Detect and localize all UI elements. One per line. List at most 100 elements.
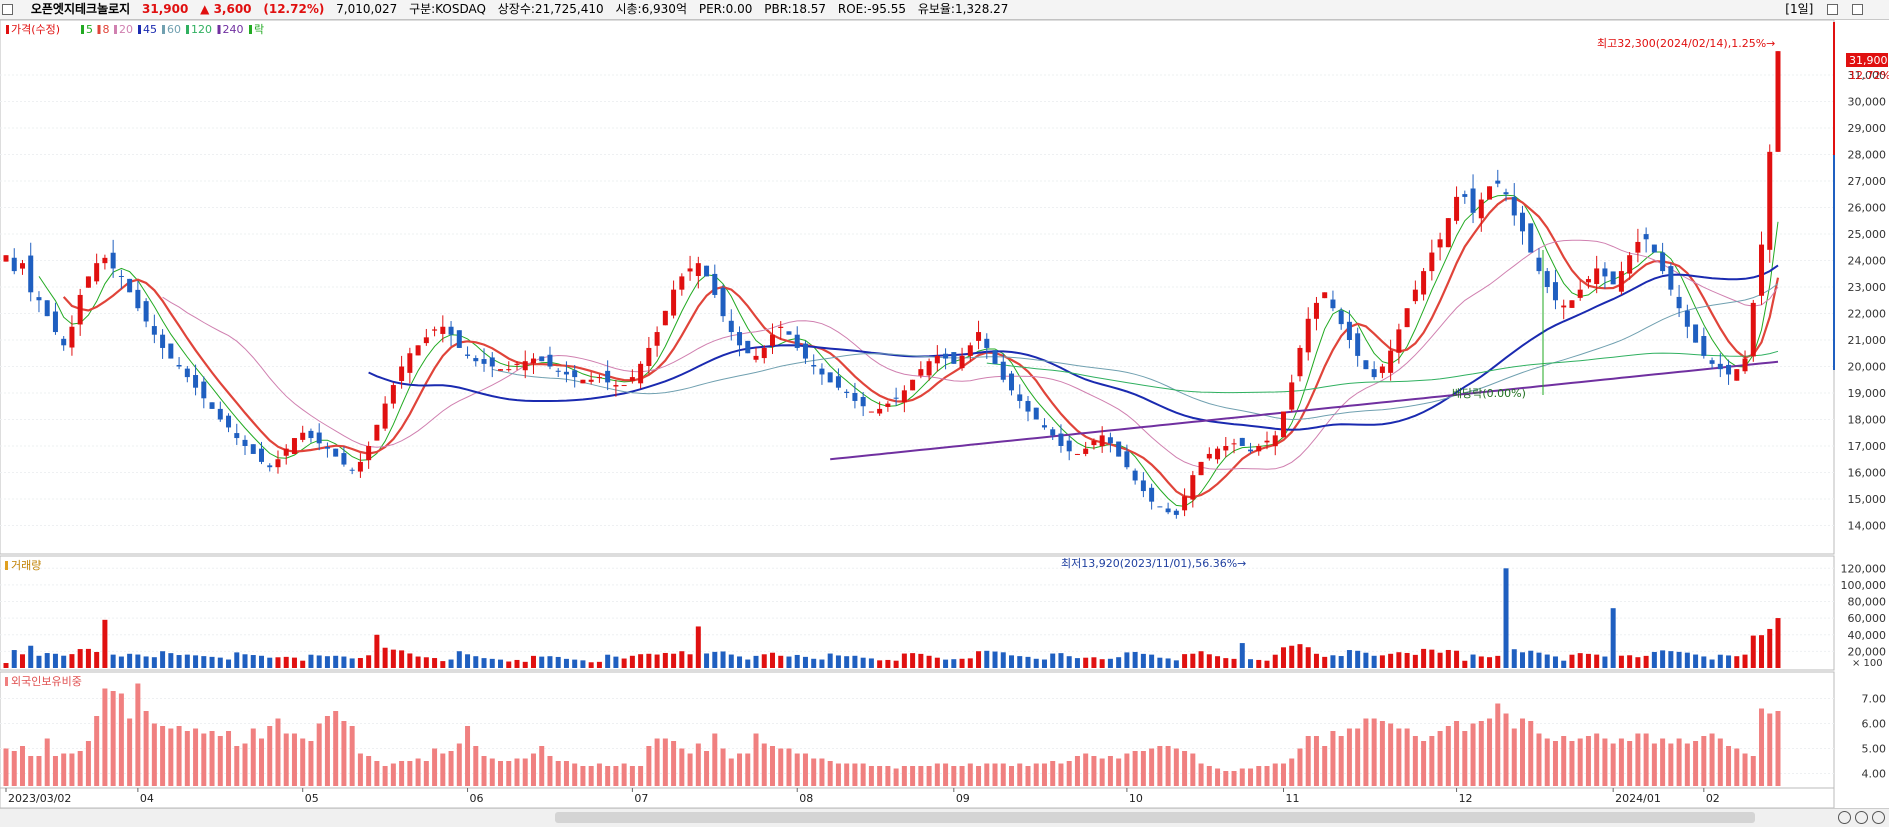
foreign-bar <box>11 751 17 786</box>
foreign-bar <box>1173 748 1179 786</box>
volume-bar <box>69 654 75 668</box>
volume-bar <box>704 653 710 668</box>
candle-body <box>1487 186 1493 200</box>
candle-body <box>333 448 339 457</box>
foreign-bar <box>1182 751 1188 786</box>
foreign-bar <box>638 766 644 786</box>
zoom-reset-icon[interactable] <box>1872 811 1885 824</box>
foreign-bar <box>588 766 594 786</box>
candle-body <box>588 379 594 382</box>
volume-bar <box>1025 656 1031 668</box>
candle-body <box>489 357 495 367</box>
foreign-bar <box>102 688 108 786</box>
foreign-bar <box>1585 736 1591 786</box>
foreign-bar <box>1264 766 1270 786</box>
market-cap: 시총:6,930억 <box>615 2 687 16</box>
candle-body <box>1478 199 1484 219</box>
candle-body <box>1182 496 1188 511</box>
dividend-annotation: 배당락(0.00%) <box>1452 387 1526 400</box>
foreign-bar <box>44 738 50 786</box>
foreign-bar <box>1643 733 1649 786</box>
price-tick-label: 20,000 <box>1848 361 1887 374</box>
volume-bar <box>1182 654 1188 668</box>
candle-body <box>1289 382 1295 410</box>
foreign-bar <box>1363 718 1369 786</box>
volume-bar <box>1750 635 1756 668</box>
volume-bar <box>1536 652 1542 668</box>
volume-bar <box>308 654 314 668</box>
candle-body <box>77 294 83 325</box>
foreign-bar <box>1371 718 1377 786</box>
foreign-bar <box>1248 768 1254 786</box>
foreign-bar <box>184 731 190 786</box>
price-tick-label: 29,000 <box>1848 122 1887 135</box>
volume-bar <box>1371 655 1377 668</box>
foreign-bar <box>1009 766 1015 786</box>
volume-bar <box>193 655 199 668</box>
foreign-bar <box>1487 718 1493 786</box>
volume-bar <box>671 653 677 668</box>
foreign-bar <box>415 758 421 786</box>
period-selector[interactable]: [1일] <box>1785 2 1814 16</box>
foreign-bar <box>1322 746 1328 786</box>
price-tick-label: 26,000 <box>1848 202 1887 215</box>
foreign-bar <box>1478 721 1484 786</box>
foreign-bar <box>399 761 405 786</box>
legend-swatch <box>97 25 101 34</box>
foreign-bar <box>1050 761 1056 786</box>
foreign-bar <box>918 766 924 786</box>
window-icon <box>2 4 13 15</box>
foreign-bar <box>3 748 9 786</box>
volume-bar <box>580 660 586 668</box>
foreign-bar <box>1206 766 1212 786</box>
volume-bar <box>761 654 767 668</box>
foreign-bar <box>151 723 157 786</box>
horizontal-scrollbar[interactable] <box>0 808 1889 827</box>
maximize-icon[interactable] <box>1852 4 1863 15</box>
candle-body <box>415 345 421 356</box>
candle-body <box>786 331 792 335</box>
volume-bar <box>1239 643 1245 668</box>
foreign-bar <box>160 726 166 786</box>
volume-bar <box>1618 655 1624 668</box>
volume-bar <box>333 655 339 668</box>
candle-body <box>1338 310 1344 325</box>
zoom-out-icon[interactable] <box>1838 811 1851 824</box>
volume-bar <box>1338 656 1344 668</box>
volume-bar <box>1330 655 1336 668</box>
candle-body <box>621 385 627 387</box>
foreign-bar <box>761 743 767 786</box>
candle-body <box>737 332 743 346</box>
volume-bar <box>184 654 190 668</box>
candle-body <box>1297 347 1303 377</box>
candle-body <box>761 347 767 359</box>
legend-item: 락 <box>254 23 264 36</box>
volume-bar <box>769 652 775 668</box>
candle-body <box>324 446 330 449</box>
candle-body <box>1775 51 1781 152</box>
volume-bar <box>110 654 116 668</box>
foreign-bar <box>934 763 940 786</box>
candle-body <box>1248 449 1254 452</box>
minimize-icon[interactable] <box>1827 4 1839 15</box>
foreign-bar <box>629 766 635 786</box>
foreign-bar <box>234 746 240 786</box>
foreign-bar <box>1561 736 1567 786</box>
volume-bar <box>407 653 413 668</box>
candle-body <box>646 347 652 366</box>
foreign-bar <box>1256 766 1262 786</box>
candle-body <box>1280 411 1286 438</box>
zoom-in-icon[interactable] <box>1855 811 1868 824</box>
candle-body <box>432 329 438 331</box>
legend-swatch <box>249 25 252 34</box>
foreign-bar <box>275 718 281 786</box>
candle-body <box>1693 324 1699 343</box>
foreign-bar <box>1709 733 1715 786</box>
legend-swatch <box>217 25 221 34</box>
scroll-thumb[interactable] <box>555 812 1755 823</box>
volume-bar <box>819 659 825 668</box>
foreign-bar <box>19 746 25 786</box>
candle-body <box>1223 446 1229 451</box>
volume-bar <box>357 658 363 668</box>
candle-body <box>679 276 685 290</box>
